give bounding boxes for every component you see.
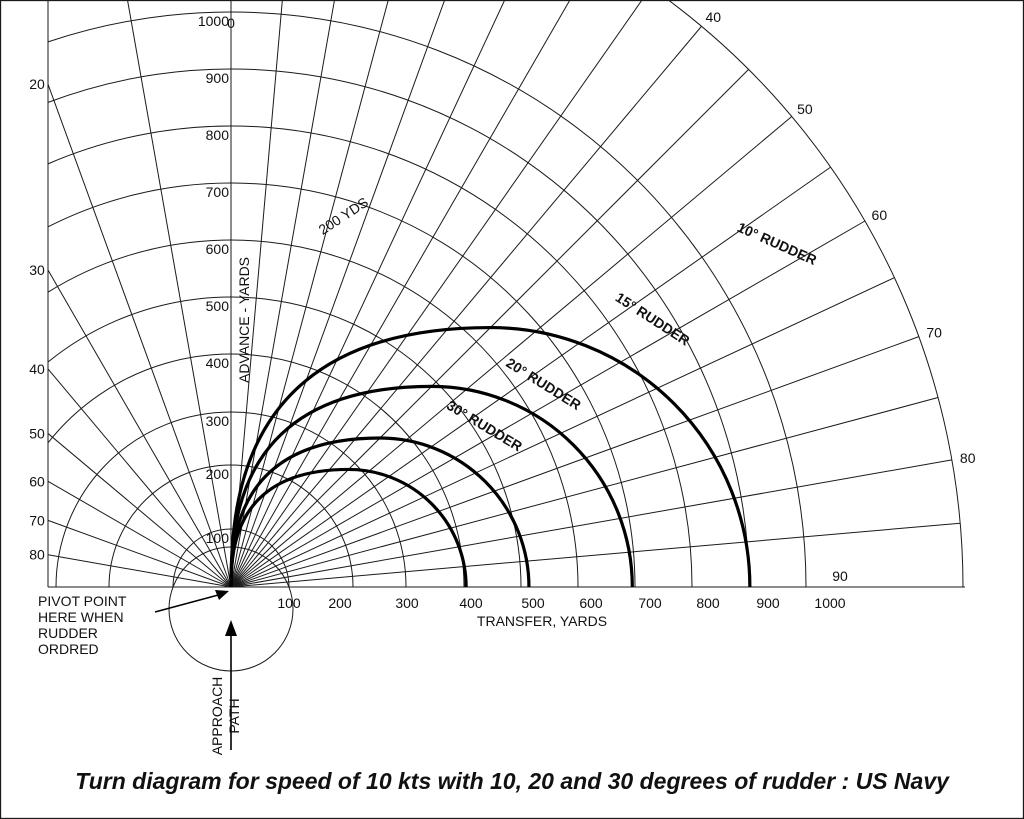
radial-line-right-80: [230, 459, 952, 588]
radial-line-right-25: [230, 0, 506, 588]
rudder-label-1: 10° RUDDER: [735, 219, 819, 268]
radial-line-right-65: [230, 277, 895, 588]
range-arc-6: [47, 239, 579, 588]
transfer-tick-500: 500: [521, 595, 545, 611]
radial-line-right-30: [230, 0, 571, 588]
turning-circles: [229, 325, 752, 588]
radial-line-right-10: [230, 0, 336, 588]
advance-tick-900: 900: [206, 70, 230, 86]
pivot-label-line-2: HERE WHEN: [38, 609, 124, 625]
advance-tick-700: 700: [206, 184, 230, 200]
angle-tick-left-40: 40: [29, 361, 45, 377]
transfer-tick-1000: 1000: [814, 595, 845, 611]
angle-tick-left-20: 20: [29, 76, 45, 92]
radial-line-right-60: [230, 220, 866, 588]
transfer-tick-700: 700: [638, 595, 662, 611]
radial-line-left-40: [47, 368, 232, 588]
range-arc-11: [667, 0, 964, 588]
approach-label-line-2: PATH: [226, 698, 242, 733]
angle-tick-right-50: 50: [797, 101, 813, 117]
range-arc-8: [47, 125, 693, 588]
pivot-arrow-shaft: [154, 593, 223, 613]
rudder-curve-4: [229, 467, 468, 588]
radial-line-right-35: [230, 0, 643, 588]
angle-tick-right-90: 90: [832, 568, 848, 584]
angle-tick-left-70: 70: [29, 512, 45, 528]
advance-tick-600: 600: [206, 241, 230, 257]
radial-line-left-20: [47, 84, 232, 588]
angle-tick-right-80: 80: [960, 450, 976, 466]
transfer-tick-100: 100: [277, 595, 301, 611]
radial-line-right-85: [230, 522, 961, 588]
radial-line-right-40: [230, 25, 702, 588]
advance-tick-1000: 1000: [198, 13, 229, 29]
angle-tick-right-60: 60: [872, 207, 888, 223]
radial-line-right-5: [230, 0, 283, 588]
rudder-curve-2: [229, 384, 634, 588]
range-arc-9: [47, 68, 750, 588]
transfer-tick-200: 200: [328, 595, 352, 611]
diagram-labels: 0102030405060708090102030405060708010020…: [29, 9, 976, 756]
advance-tick-400: 400: [206, 355, 230, 371]
angle-tick-left-50: 50: [29, 425, 45, 441]
transfer-tick-600: 600: [579, 595, 603, 611]
transfer-tick-400: 400: [459, 595, 483, 611]
radial-line-left-80: [47, 554, 232, 588]
approach-arrow-head: [225, 620, 237, 636]
advance-tick-100: 100: [206, 530, 230, 546]
transfer-tick-900: 900: [756, 595, 780, 611]
approach-label-line-1: APPROACH: [209, 677, 225, 756]
radial-line-left-50: [47, 433, 232, 588]
pivot-label-line-3: RUDDER: [38, 625, 98, 641]
transfer-tick-300: 300: [395, 595, 419, 611]
pivot-label-line-4: ORDRED: [38, 641, 99, 657]
angle-tick-right-0: 0: [227, 15, 235, 31]
range-arc-7: [47, 182, 636, 588]
pivot-label-line-1: PIVOT POINT: [38, 593, 127, 609]
range-arc-4: [47, 353, 465, 588]
polar-grid: [47, 0, 965, 672]
radial-line-left-60: [47, 480, 232, 588]
radial-line-right-75: [230, 397, 939, 588]
radial-line-right-55: [230, 166, 831, 588]
transfer-tick-800: 800: [696, 595, 720, 611]
angle-tick-left-30: 30: [29, 262, 45, 278]
radial-line-left-10: [126, 0, 232, 588]
radial-line-right-70: [230, 336, 920, 588]
advance-axis-label: ADVANCE - YARDS: [236, 257, 252, 383]
radial-line-left-70: [47, 519, 232, 588]
figure-caption: Turn diagram for speed of 10 kts with 10…: [75, 768, 949, 794]
radial-line-right-20: [230, 0, 446, 588]
transfer-axis-label: TRANSFER, YARDS: [477, 613, 607, 629]
advance-tick-300: 300: [206, 413, 230, 429]
angle-tick-right-70: 70: [926, 325, 942, 341]
angle-tick-right-40: 40: [705, 9, 721, 25]
radial-line-right-50: [230, 116, 793, 588]
advance-tick-500: 500: [206, 298, 230, 314]
pivot-arrow-head: [215, 590, 229, 600]
rudder-label-2: 15° RUDDER: [613, 289, 693, 349]
range-arc-10: [47, 11, 807, 588]
rudder-curve-3: [229, 436, 531, 588]
radial-line-left-30: [47, 269, 232, 588]
advance-tick-800: 800: [206, 127, 230, 143]
angle-tick-left-80: 80: [29, 547, 45, 563]
angle-tick-left-60: 60: [29, 473, 45, 489]
advance-tick-200: 200: [206, 466, 230, 482]
rudder-curve-1: [229, 325, 752, 588]
range-label: 200 YDS: [316, 194, 371, 238]
radial-line-right-15: [230, 0, 389, 588]
range-arc-5: [47, 296, 522, 588]
